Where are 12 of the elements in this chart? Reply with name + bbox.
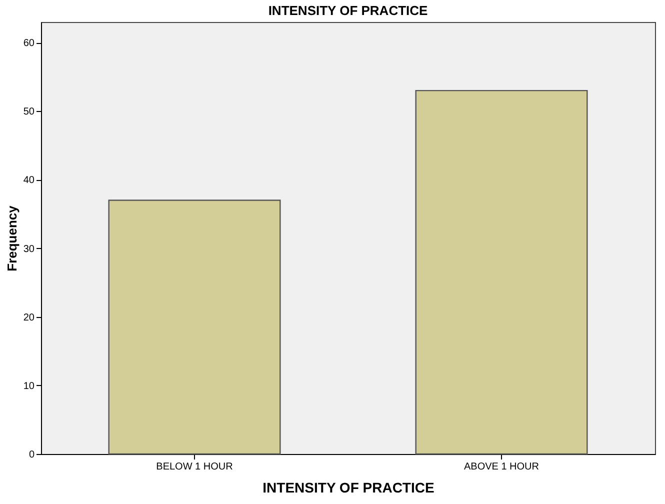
y-tick-label: 20 [23,312,35,324]
x-tick-label: ABOVE 1 HOUR [464,462,540,472]
y-tick-label: 50 [23,106,35,118]
y-tick-label: 40 [23,175,35,186]
chart-title: INTENSITY OF PRACTICE [268,3,428,18]
y-tick-label: 10 [23,380,35,392]
x-tick-label: BELOW 1 HOUR [156,462,233,472]
y-tick-label: 0 [28,450,35,460]
x-axis-title: INTENSITY OF PRACTICE [262,480,434,496]
y-tick-label: 60 [23,38,35,50]
y-axis-title: Frequency [4,204,20,272]
y-tick-label: 30 [23,244,35,255]
